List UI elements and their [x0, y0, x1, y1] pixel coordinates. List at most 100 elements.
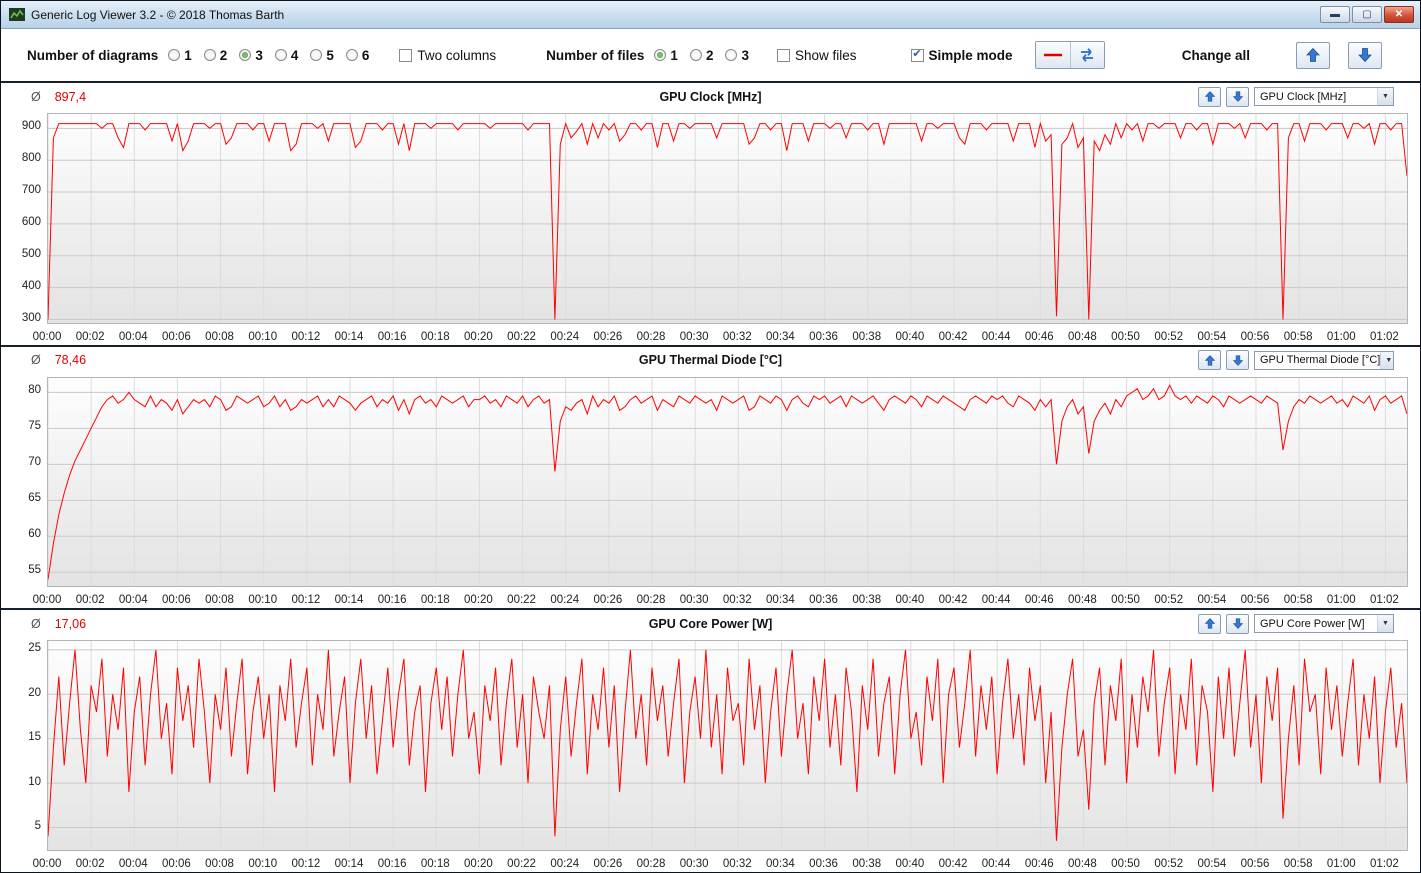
x-tick-label: 00:24: [550, 858, 580, 871]
change-all-down-button[interactable]: [1348, 41, 1382, 69]
show-files-checkbox[interactable]: Show files: [776, 48, 857, 63]
up-arrow-icon: [1204, 618, 1215, 630]
radio-icon: [168, 49, 181, 61]
y-tick-label: 75: [28, 420, 41, 433]
radio-icon: [274, 49, 287, 61]
x-tick-label: 00:48: [1068, 330, 1097, 343]
charts-area: Ø 897,4 GPU Clock [MHz] GPU Clock [MHz] …: [1, 83, 1420, 873]
x-tick-label: 00:40: [895, 858, 925, 871]
y-tick-label: 25: [28, 642, 41, 655]
radio-icon: [203, 49, 216, 61]
chevron-down-icon: ▼: [1377, 88, 1393, 105]
change-all-label: Change all: [1181, 47, 1250, 63]
x-tick-label: 00:20: [464, 594, 493, 607]
x-tick-label: 00:26: [593, 858, 623, 871]
close-button[interactable]: ✕: [1384, 6, 1414, 23]
two-columns-checkbox[interactable]: Two columns: [399, 48, 496, 63]
x-tick-label: 00:10: [248, 858, 278, 871]
x-tick-label: 00:54: [1197, 858, 1227, 871]
x-tick-label: 00:16: [377, 594, 407, 607]
chart-panel-gpu-thermal: Ø 78,46 GPU Thermal Diode [°C] GPU Therm…: [1, 346, 1420, 609]
diagram-count-radio-1[interactable]: 1: [168, 48, 192, 63]
plot-area: [47, 640, 1408, 852]
x-tick-label: 00:30: [679, 594, 709, 607]
x-tick-label: 00:16: [377, 858, 407, 871]
x-tick-label: 01:00: [1326, 594, 1356, 607]
x-tick-label: 00:38: [852, 330, 882, 343]
file-count-radio-1[interactable]: 1: [654, 48, 678, 63]
average-readout: Ø 78,46: [31, 353, 86, 367]
x-tick-label: 00:50: [1111, 858, 1140, 871]
x-tick-label: 01:02: [1370, 330, 1399, 343]
metric-dropdown[interactable]: GPU Core Power [W] ▼: [1254, 614, 1394, 634]
x-tick-label: 00:50: [1111, 594, 1140, 607]
x-tick-label: 00:40: [895, 330, 925, 343]
x-tick-label: 00:44: [981, 330, 1011, 343]
y-tick-label: 300: [21, 311, 41, 324]
x-tick-label: 00:12: [291, 594, 321, 607]
y-tick-label: 65: [28, 492, 41, 505]
x-tick-label: 00:32: [722, 330, 752, 343]
panel-move-up-button[interactable]: [1198, 350, 1221, 371]
x-tick-label: 00:06: [162, 594, 191, 607]
x-tick-label: 00:14: [334, 330, 364, 343]
plot-area: [47, 376, 1408, 588]
change-all-up-button[interactable]: [1296, 41, 1330, 69]
panel-header: Ø 78,46 GPU Thermal Diode [°C] GPU Therm…: [1, 347, 1420, 374]
file-count-radio-3[interactable]: 3: [725, 48, 749, 63]
x-tick-label: 00:18: [420, 858, 450, 871]
radio-icon: [239, 49, 252, 61]
metric-dropdown[interactable]: GPU Thermal Diode [°C] ▼: [1254, 350, 1394, 370]
y-tick-label: 55: [28, 564, 41, 577]
x-tick-label: 00:42: [938, 858, 968, 871]
checkbox-icon: [910, 48, 924, 62]
panel-move-down-button[interactable]: [1226, 86, 1249, 107]
x-tick-label: 01:00: [1326, 858, 1356, 871]
y-tick-label: 10: [28, 775, 41, 788]
y-tick-label: 80: [28, 384, 41, 397]
diagram-count-radio-5[interactable]: 5: [310, 48, 334, 63]
x-tick-label: 00:02: [75, 330, 105, 343]
x-tick-label: 00:00: [32, 594, 62, 607]
simple-mode-checkbox[interactable]: Simple mode: [910, 48, 1013, 63]
y-tick-label: 60: [28, 528, 41, 541]
x-tick-label: 00:18: [420, 330, 450, 343]
panel-move-down-button[interactable]: [1226, 613, 1249, 634]
x-tick-label: 00:16: [377, 330, 407, 343]
x-tick-label: 00:06: [162, 858, 191, 871]
panel-move-down-button[interactable]: [1226, 350, 1249, 371]
y-tick-label: 800: [21, 152, 41, 165]
average-symbol: Ø: [31, 89, 41, 104]
diagram-count-radio-3[interactable]: 3: [239, 48, 263, 63]
average-value: 78,46: [54, 353, 87, 368]
diagram-count-radio-4[interactable]: 4: [274, 48, 298, 63]
average-readout: Ø 17,06: [31, 617, 86, 631]
metric-dropdown[interactable]: GPU Clock [MHz] ▼: [1254, 87, 1394, 106]
refresh-icon: [1081, 48, 1094, 62]
radio-icon: [310, 49, 323, 61]
x-tick-label: 00:58: [1283, 330, 1313, 343]
y-tick-label: 900: [21, 120, 41, 133]
file-count-radio-2[interactable]: 2: [689, 48, 713, 63]
diagram-count-radio-6[interactable]: 6: [345, 48, 369, 63]
x-tick-label: 00:50: [1111, 330, 1140, 343]
dropdown-value: GPU Core Power [W]: [1260, 617, 1365, 630]
line-style-button[interactable]: [1036, 42, 1070, 68]
minimize-button[interactable]: ▬: [1320, 6, 1350, 23]
diagram-count-radio-2[interactable]: 2: [203, 48, 227, 63]
panel-move-up-button[interactable]: [1198, 613, 1221, 634]
x-tick-label: 00:38: [852, 594, 882, 607]
x-tick-label: 00:12: [291, 858, 321, 871]
x-tick-label: 00:42: [938, 330, 968, 343]
x-tick-label: 00:58: [1283, 858, 1313, 871]
refresh-button[interactable]: [1069, 42, 1104, 68]
x-tick-label: 00:34: [766, 858, 795, 871]
x-tick-label: 00:26: [593, 330, 623, 343]
y-tick-label: 500: [21, 247, 41, 260]
panel-move-up-button[interactable]: [1198, 86, 1221, 107]
panel-header: Ø 897,4 GPU Clock [MHz] GPU Clock [MHz] …: [1, 83, 1420, 110]
up-arrow-icon: [1204, 91, 1215, 102]
maximize-button[interactable]: ▢: [1352, 6, 1382, 23]
x-tick-label: 00:28: [636, 594, 666, 607]
